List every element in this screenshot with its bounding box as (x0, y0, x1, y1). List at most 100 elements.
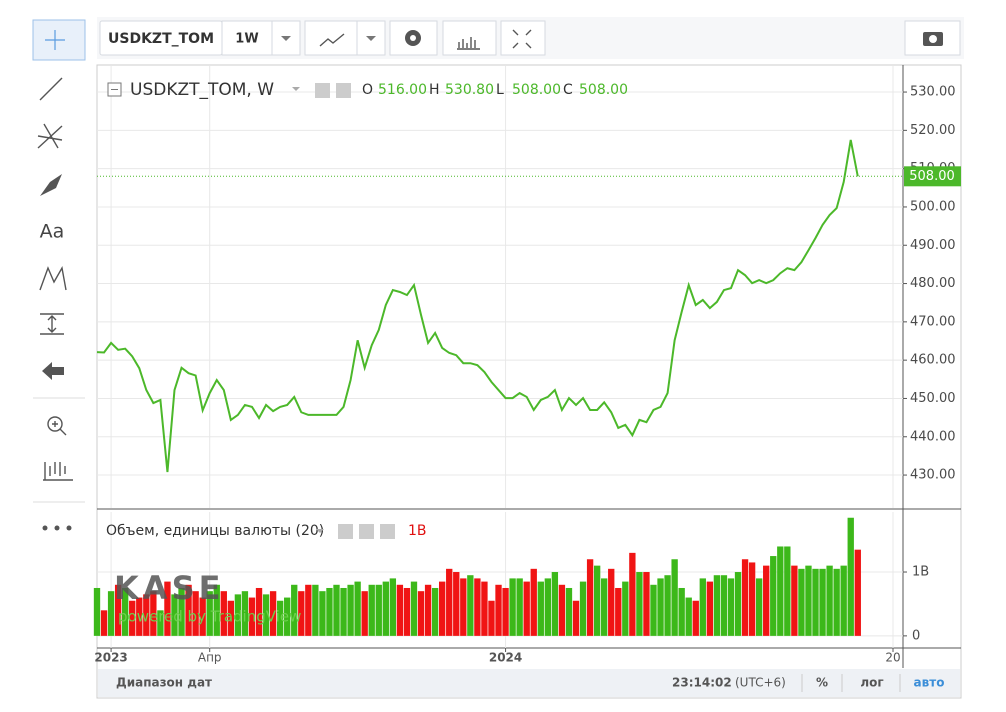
y-tick-label: 470.00 (910, 314, 956, 329)
bar-replay-tool[interactable] (43, 462, 73, 481)
volume-bar (396, 584, 404, 636)
volume-bar (833, 568, 840, 636)
volume-bar (417, 591, 425, 636)
settings-button[interactable] (359, 524, 374, 539)
volume-bar (601, 578, 608, 636)
ohlc-value: 508.00 (512, 82, 561, 98)
timezone[interactable]: (UTC+6) (735, 676, 786, 690)
volume-bar (340, 587, 347, 636)
volume-bar (755, 578, 763, 636)
fullscreen-icon (512, 29, 532, 49)
volume-bar (403, 587, 411, 636)
brush-tool[interactable] (40, 174, 62, 196)
volume-bar (164, 581, 171, 636)
volume-bar (312, 584, 319, 636)
visibility-button[interactable] (338, 524, 353, 539)
indicators-icon (457, 37, 480, 50)
ohlc-label: O (362, 82, 373, 98)
volume-bar (460, 578, 467, 636)
volume-bar (664, 575, 671, 636)
volume-bar (192, 591, 199, 636)
volume-bar (150, 591, 157, 636)
chart-style-button[interactable] (304, 20, 358, 56)
volume-bar (784, 546, 791, 636)
auto-toggle[interactable]: авто (914, 676, 945, 690)
volume-bar (565, 587, 573, 636)
volume-bar (671, 559, 678, 636)
remove-button[interactable] (380, 524, 395, 539)
pattern-tool[interactable] (39, 265, 67, 291)
dropdown-arrow (366, 36, 376, 41)
volume-bar (840, 565, 847, 636)
volume-bar (777, 546, 784, 636)
volume-bar (333, 584, 340, 636)
volume-last: 1B (408, 523, 427, 539)
indicators-button[interactable] (442, 20, 497, 56)
volume-bar (453, 572, 460, 636)
crosshair-icon (45, 30, 65, 50)
trend-line-tool[interactable] (39, 77, 63, 101)
ohlc-label: H (429, 82, 440, 98)
volume-bar (136, 597, 143, 636)
volume-bar (347, 584, 354, 636)
back-tool[interactable] (42, 362, 64, 380)
volume-bar (488, 600, 495, 636)
volume-bar (770, 556, 777, 636)
volume-bar (537, 581, 544, 636)
volume-bar (509, 578, 516, 636)
y-tick-label: 1B (912, 565, 929, 580)
measure-tool[interactable] (40, 313, 64, 335)
volume-bar (551, 572, 559, 636)
log-toggle[interactable]: лог (860, 676, 883, 690)
percent-toggle[interactable]: % (816, 676, 828, 690)
volume-bar (481, 581, 488, 636)
volume-bar (157, 610, 164, 636)
ohlc-value: 516.00 (378, 82, 427, 98)
volume-bar (171, 594, 178, 636)
settings-button[interactable] (336, 83, 351, 98)
more-tools[interactable] (42, 525, 72, 531)
volume-bar (234, 594, 242, 636)
ohlc-value: 530.80 (445, 82, 494, 98)
volume-bar (819, 568, 826, 636)
volume-bar (241, 591, 249, 636)
volume-bar (382, 581, 389, 636)
ohlc-label: L (496, 82, 504, 98)
volume-bar (199, 597, 206, 636)
date-range-button[interactable]: Диапазон дат (116, 676, 212, 690)
pitchfork-tool[interactable] (37, 123, 63, 149)
text-tool[interactable]: Aa (40, 221, 65, 243)
volume-bar (763, 565, 770, 636)
volume-bar (572, 600, 580, 636)
status-bar (98, 669, 960, 697)
volume-bar (657, 578, 664, 636)
volume-bar (375, 584, 382, 636)
interval-button[interactable] (221, 20, 273, 56)
volume-bar (502, 587, 509, 636)
ohlc-label: C (563, 82, 573, 98)
volume-bar (114, 584, 122, 636)
volume-bar (431, 587, 439, 636)
y-tick-label: 500.00 (910, 199, 956, 214)
watermark-logo: KASE (114, 569, 224, 607)
volume-bar (516, 578, 523, 636)
ohlc-legend: O 516.00 H 530.80 L 508.00 C 508.00 (362, 82, 628, 98)
volume-bar (826, 565, 833, 636)
volume-bar (622, 581, 629, 636)
zoom-tool[interactable] (47, 416, 63, 432)
volume-bar (446, 568, 453, 636)
marks (93, 139, 903, 636)
visibility-button[interactable] (315, 83, 330, 98)
volume-bar (206, 591, 213, 636)
y-tick-label: 490.00 (910, 238, 956, 253)
ohlc-value: 508.00 (579, 82, 628, 98)
volume-bar (474, 578, 481, 636)
fullscreen-button[interactable] (500, 20, 546, 56)
volume-bar (361, 591, 368, 636)
volume-bar (847, 517, 854, 636)
line-style-icon (319, 33, 345, 47)
volume-bar (798, 568, 805, 636)
y-tick-label: 0 (912, 628, 920, 643)
gear-hole (410, 35, 416, 41)
